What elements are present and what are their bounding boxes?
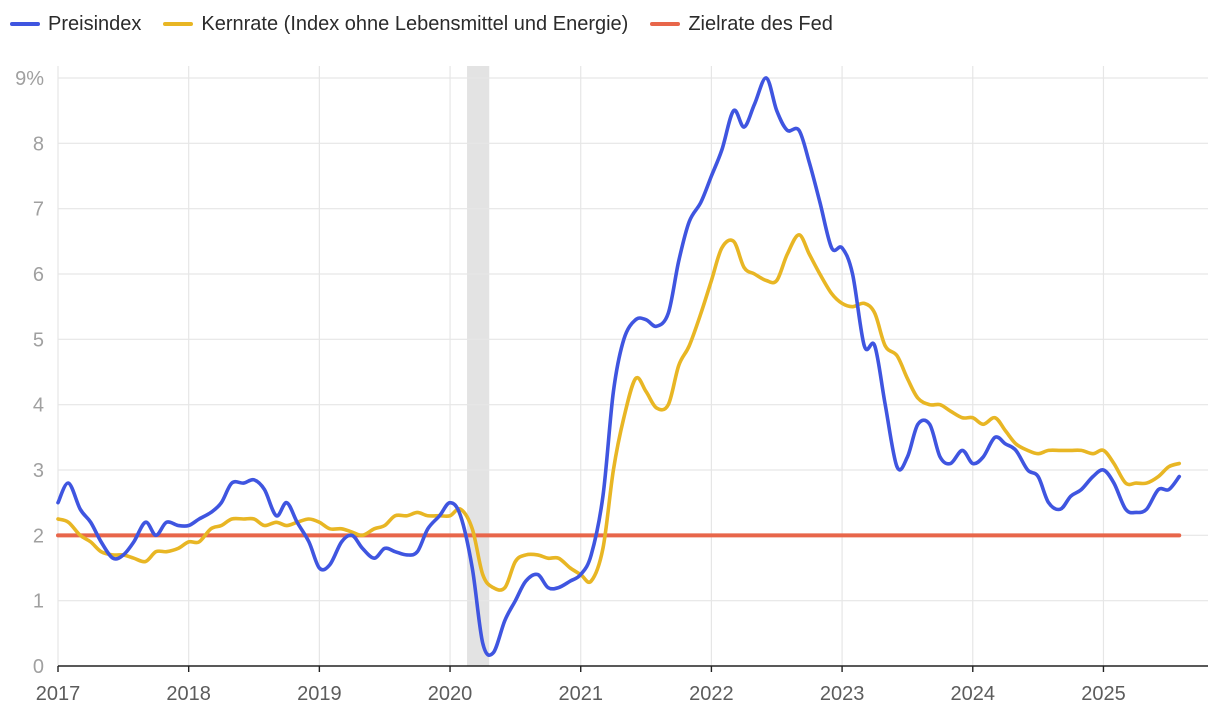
y-tick-label: 2 (33, 525, 44, 547)
x-tick-label: 2018 (166, 683, 211, 705)
x-tick-label: 2025 (1081, 683, 1126, 705)
legend-item[interactable]: Preisindex (10, 13, 141, 36)
y-tick-label: 4 (33, 395, 44, 417)
y-tick-label: 6 (33, 264, 44, 286)
x-tick-label: 2023 (820, 683, 865, 705)
chart-legend: Preisindex Kernrate (Index ohne Lebensmit… (10, 10, 833, 38)
x-tick-label: 2019 (297, 683, 342, 705)
x-tick-label: 2021 (558, 683, 603, 705)
y-tick-label: 7 (33, 199, 44, 221)
legend-swatch (10, 22, 40, 26)
y-tick-label: 8 (33, 133, 44, 155)
x-tick-label: 2020 (428, 683, 473, 705)
y-tick-label: 3 (33, 460, 44, 482)
x-tick-label: 2022 (689, 683, 734, 705)
legend-item[interactable]: Kernrate (Index ohne Lebensmittel und En… (163, 13, 628, 36)
y-tick-label: 9% (15, 68, 44, 90)
series-line-preisindex (56, 76, 1182, 658)
x-tick-label: 2024 (951, 683, 996, 705)
legend-item[interactable]: Zielrate des Fed (650, 13, 833, 36)
legend-swatch (163, 22, 194, 26)
legend-swatch (650, 22, 681, 26)
y-tick-label: 1 (33, 591, 44, 613)
legend-label: Zielrate des Fed (688, 12, 833, 35)
recession-band (467, 66, 490, 666)
series-line-kernrate (56, 233, 1182, 592)
y-tick-label: 0 (33, 656, 44, 678)
y-tick-label: 5 (33, 329, 44, 351)
legend-label: Kernrate (Index ohne Lebensmittel und En… (201, 12, 629, 35)
x-tick-label: 2017 (36, 683, 81, 705)
legend-label: Preisindex (48, 12, 142, 35)
